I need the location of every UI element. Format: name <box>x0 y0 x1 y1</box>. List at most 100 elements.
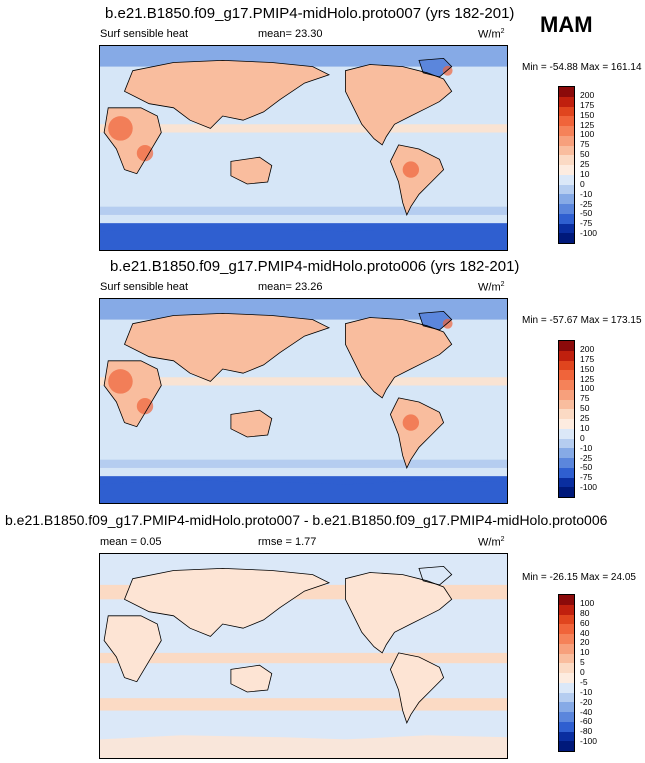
colorbar-tick-label: -100 <box>580 228 598 239</box>
panel1-units: W/m2 <box>478 28 505 41</box>
panel1-colorbar <box>558 86 575 244</box>
colorbar-swatch <box>559 233 574 243</box>
colorbar-tick-label: -10 <box>580 686 593 697</box>
colorbar-swatch <box>559 614 574 625</box>
colorbar-swatch <box>559 116 574 126</box>
colorbar-tick-label: 40 <box>580 627 590 638</box>
colorbar-tick-label: -25 <box>580 452 593 463</box>
colorbar-swatch <box>559 126 574 136</box>
colorbar-swatch <box>559 350 574 361</box>
colorbar-swatch <box>559 360 574 371</box>
panel2-title: b.e21.B1850.f09_g17.PMIP4-midHolo.proto0… <box>110 258 520 275</box>
colorbar-swatch <box>559 653 574 664</box>
panel2-mean-value: 23.26 <box>295 281 323 293</box>
colorbar-swatch <box>559 184 574 195</box>
colorbar-tick-label: -5 <box>580 676 588 687</box>
colorbar-tick-label: -25 <box>580 198 593 209</box>
colorbar-swatch <box>559 712 574 722</box>
panel2-map <box>99 298 508 504</box>
colorbar-tick-label: -40 <box>580 706 593 717</box>
colorbar-tick-label: 100 <box>580 383 595 394</box>
colorbar-swatch <box>559 604 574 615</box>
colorbar-swatch <box>559 624 574 634</box>
panel3-units: W/m2 <box>478 536 505 549</box>
colorbar-swatch <box>559 223 574 234</box>
panel1-mean-value: 23.30 <box>295 28 323 40</box>
colorbar-tick-label: 5 <box>580 657 585 668</box>
colorbar-tick-label: 125 <box>580 373 595 384</box>
colorbar-tick-label: 0 <box>580 178 585 189</box>
colorbar-tick-label: 50 <box>580 149 590 160</box>
panel3-mean: mean = 0.05 <box>100 536 161 548</box>
panel3-rmse-value: 1.77 <box>295 536 317 548</box>
panel1-min-max: Min = -54.88 Max = 161.14 <box>522 62 642 73</box>
colorbar-tick-label: 100 <box>580 129 595 140</box>
colorbar-swatch <box>559 96 574 107</box>
colorbar-swatch <box>559 370 574 380</box>
panel3-min-max: Min = -26.15 Max = 24.05 <box>522 572 636 583</box>
colorbar-swatch <box>559 155 574 165</box>
panel2-mean-label: mean= <box>258 281 292 293</box>
colorbar-swatch <box>559 145 574 156</box>
colorbar-swatch <box>559 204 574 214</box>
colorbar-swatch <box>559 448 574 458</box>
colorbar-swatch <box>559 438 574 449</box>
colorbar-swatch <box>559 409 574 419</box>
colorbar-swatch <box>559 380 574 390</box>
colorbar-tick-label: -10 <box>580 442 593 453</box>
season-label: MAM <box>540 12 593 37</box>
colorbar-tick-label: 25 <box>580 413 590 423</box>
colorbar-swatch <box>559 487 574 497</box>
colorbar-swatch <box>559 194 574 204</box>
panel2-mean: mean= 23.26 <box>258 281 323 293</box>
colorbar-swatch <box>559 721 574 732</box>
colorbar-swatch <box>559 135 574 146</box>
colorbar-tick-label: 175 <box>580 353 595 364</box>
colorbar-tick-label: 200 <box>580 343 595 354</box>
colorbar-tick-label: 0 <box>580 432 585 443</box>
panel3-mean-value: 0.05 <box>140 536 162 548</box>
colorbar-tick-label: 80 <box>580 607 590 618</box>
colorbar-swatch <box>559 595 574 605</box>
panel3-colorbar <box>558 594 575 752</box>
panel3-title: b.e21.B1850.f09_g17.PMIP4-midHolo.proto0… <box>5 512 608 528</box>
colorbar-tick-label: 75 <box>580 139 590 150</box>
colorbar-tick-label: -60 <box>580 716 593 727</box>
panel1-title: b.e21.B1850.f09_g17.PMIP4-midHolo.proto0… <box>105 5 515 22</box>
colorbar-tick-label: 10 <box>580 422 590 433</box>
colorbar-tick-label: 20 <box>580 637 590 648</box>
colorbar-swatch <box>559 428 574 439</box>
panel3-rmse: rmse = 1.77 <box>258 536 316 548</box>
colorbar-swatch <box>559 663 574 673</box>
colorbar-swatch <box>559 399 574 410</box>
colorbar-swatch <box>559 741 574 751</box>
colorbar-tick-label: 200 <box>580 89 595 100</box>
colorbar-swatch <box>559 634 574 644</box>
colorbar-swatch <box>559 477 574 488</box>
colorbar-tick-label: 100 <box>580 597 595 608</box>
colorbar-tick-label: 150 <box>580 109 595 120</box>
colorbar-swatch <box>559 702 574 712</box>
panel3-map <box>99 553 508 759</box>
colorbar-swatch <box>559 731 574 742</box>
colorbar-tick-label: -100 <box>580 482 598 493</box>
colorbar-swatch <box>559 467 574 478</box>
colorbar-swatch <box>559 174 574 185</box>
colorbar-tick-label: -75 <box>580 472 593 483</box>
panel3-rmse-label: rmse = <box>258 536 292 548</box>
panel1-variable-label: Surf sensible heat <box>100 28 189 40</box>
colorbar-swatch <box>559 692 574 703</box>
colorbar-tick-label: -50 <box>580 208 593 219</box>
colorbar-tick-label: 150 <box>580 363 595 374</box>
colorbar-swatch <box>559 165 574 175</box>
colorbar-swatch <box>559 673 574 683</box>
colorbar-tick-label: 10 <box>580 168 590 179</box>
panel1-mean: mean= 23.30 <box>258 28 323 40</box>
colorbar-swatch <box>559 106 574 117</box>
colorbar-tick-label: 50 <box>580 403 590 414</box>
colorbar-tick-label: 125 <box>580 119 595 130</box>
panel2-colorbar <box>558 340 575 498</box>
panel1-map <box>99 45 508 251</box>
colorbar-tick-label: 10 <box>580 647 590 658</box>
colorbar-swatch <box>559 87 574 97</box>
